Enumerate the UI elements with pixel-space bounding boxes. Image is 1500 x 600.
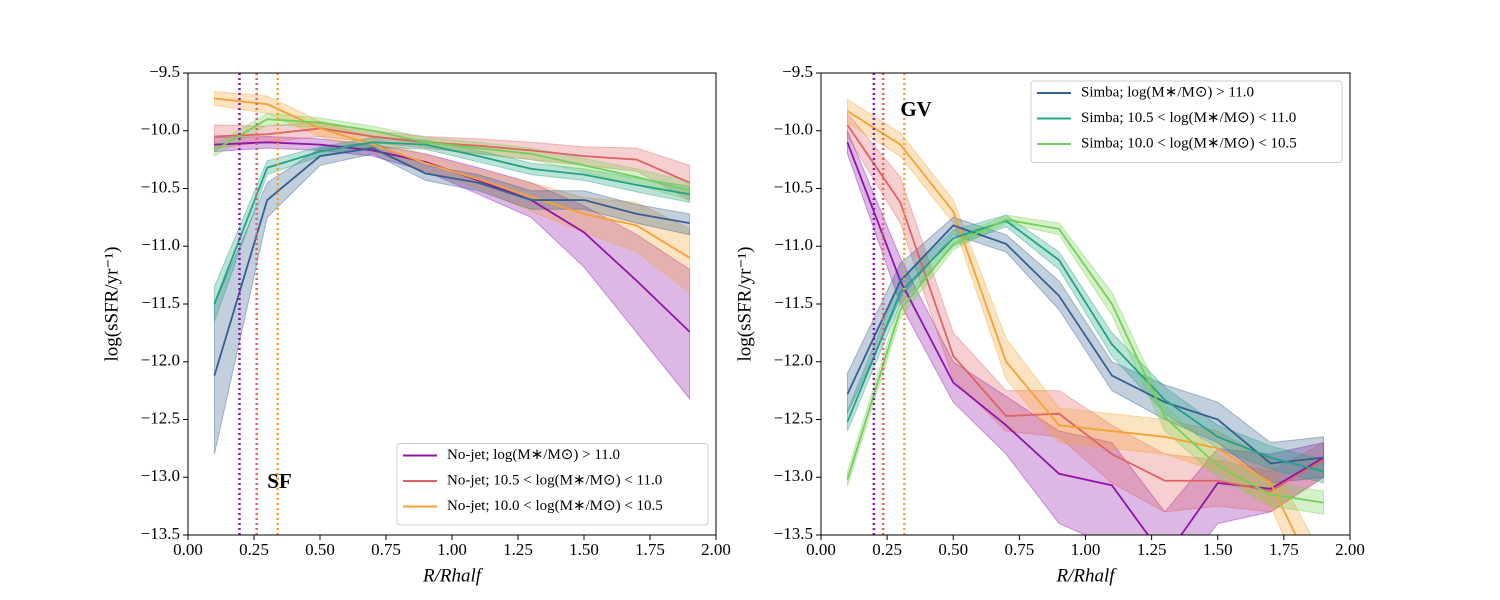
y-tick-label: −12.5 <box>774 408 813 427</box>
x-tick-label: 1.25 <box>503 540 533 559</box>
y-axis-label: log(sSFR/yr⁻¹) <box>734 247 755 362</box>
x-axis-label: R/Rhalf <box>1055 565 1117 586</box>
y-tick-label: −10.0 <box>141 120 180 139</box>
x-tick-label: 0.25 <box>872 540 902 559</box>
y-tick-label: −13.5 <box>774 524 813 543</box>
y-tick-label: −10.5 <box>774 177 813 196</box>
x-tick-label: 0.75 <box>371 540 401 559</box>
line <box>213 141 690 305</box>
x-tick-label: 1.50 <box>1203 540 1233 559</box>
error-band <box>846 216 1325 484</box>
error-band <box>846 130 1325 535</box>
line <box>846 224 1324 465</box>
y-tick-label: −13.0 <box>774 466 813 485</box>
x-tick-label: 0.25 <box>239 540 269 559</box>
x-tick-label: 2.00 <box>1335 540 1365 559</box>
x-tick-label: 0.50 <box>305 540 335 559</box>
x-tick-label: 2.00 <box>701 540 731 559</box>
x-tick-label: 1.00 <box>1071 540 1101 559</box>
y-tick-label: −13.0 <box>141 466 180 485</box>
annotation: SF <box>267 469 292 493</box>
y-tick-label: −10.0 <box>774 120 813 139</box>
y-tick-label: −10.5 <box>141 177 180 196</box>
legend-label: Simba; 10.0 < log(M∗/M⊙) < 10.5 <box>1081 135 1297 151</box>
legend-label: Simba; 10.5 < log(M∗/M⊙) < 11.0 <box>1081 110 1296 126</box>
error-band <box>846 98 1312 535</box>
x-tick-label: 1.75 <box>635 540 665 559</box>
legend-box <box>396 443 709 526</box>
y-tick-label: −12.5 <box>141 408 180 427</box>
y-tick-label: −11.0 <box>774 235 813 254</box>
y-tick-label: −9.5 <box>149 62 180 81</box>
error-band <box>846 214 1325 515</box>
y-axis-label: log(sSFR/yr⁻¹) <box>101 247 122 362</box>
line <box>213 147 690 376</box>
x-tick-label: 1.00 <box>437 540 467 559</box>
line <box>846 218 1324 504</box>
x-tick-label: 1.50 <box>569 540 599 559</box>
y-tick-label: −11.0 <box>141 235 180 254</box>
y-tick-label: −12.0 <box>774 351 813 370</box>
x-tick-label: 1.75 <box>1269 540 1299 559</box>
legend-box <box>1030 80 1343 163</box>
x-tick-label: 0.50 <box>938 540 968 559</box>
x-tick-label: 1.25 <box>1137 540 1167 559</box>
annotation: GV <box>900 97 932 121</box>
error-band <box>213 121 691 201</box>
x-tick-label: 0.00 <box>173 540 203 559</box>
error-band <box>213 136 691 401</box>
plot-area <box>846 98 1325 535</box>
line <box>214 97 691 259</box>
line <box>213 118 690 192</box>
x-tick-label: 0.00 <box>806 540 836 559</box>
y-tick-label: −12.0 <box>141 351 180 370</box>
legend: No-jet; log(M∗/M⊙) > 11.0 No-jet; 10.5 < … <box>396 443 709 526</box>
legend: Simba; log(M∗/M⊙) > 11.0 Simba; 10.5 < lo… <box>1030 80 1343 163</box>
legend-label: No-jet; 10.0 < log(M∗/M⊙) < 10.5 <box>447 498 663 514</box>
y-tick-label: −11.5 <box>141 293 180 312</box>
line <box>846 110 1297 535</box>
legend-label: No-jet; 10.5 < log(M∗/M⊙) < 11.0 <box>447 472 662 488</box>
y-tick-label: −9.5 <box>782 62 813 81</box>
legend-label: No-jet; log(M∗/M⊙) > 11.0 <box>447 447 620 463</box>
legend-label: Simba; log(M∗/M⊙) > 11.0 <box>1081 84 1254 100</box>
x-axis-label: R/Rhalf <box>422 565 484 586</box>
y-tick-label: −11.5 <box>774 293 813 312</box>
line <box>846 124 1325 493</box>
plot-area <box>213 90 691 455</box>
x-tick-label: 0.75 <box>1005 540 1035 559</box>
line <box>214 127 690 184</box>
y-tick-label: −13.5 <box>141 524 180 543</box>
line <box>846 219 1324 473</box>
